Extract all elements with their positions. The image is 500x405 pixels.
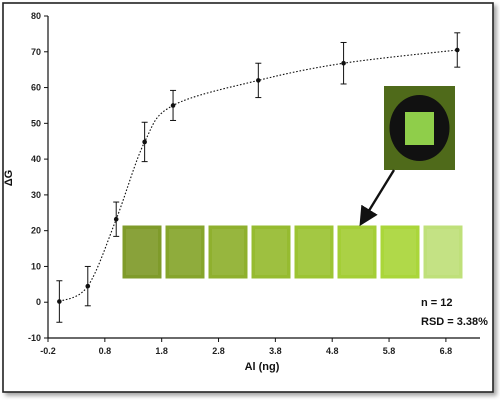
data-points [56,32,461,323]
y-tick-label: 40 [31,154,41,164]
color-strip-swatch-sheen [341,229,373,275]
y-tick-label: 0 [36,297,41,307]
n-annotation: n = 12 [421,297,453,309]
y-tick-label: 80 [31,11,41,21]
color-strip-swatch [164,224,206,280]
color-strip-swatch [336,224,378,280]
color-strip-swatch-sheen [169,229,201,275]
zoom-inset-center [405,112,434,145]
x-tick-label: 0.8 [99,346,112,356]
data-point [170,103,176,108]
data-point [85,283,91,289]
x-tick-label: 1.8 [155,346,168,356]
x-tick-label: 6.8 [440,346,453,356]
x-tick-label: 4.8 [326,346,339,356]
data-point [57,299,62,304]
color-strip-swatch [207,224,249,280]
y-tick-label: 60 [31,83,41,93]
color-strip-swatch-sheen [126,229,158,275]
figure-border [2,2,494,393]
y-tick-label: 30 [31,190,41,200]
axes [47,16,480,339]
color-strip-swatch [250,224,292,280]
y-axis-label: ΔG [3,170,15,186]
y-tick-label: -10 [28,333,41,343]
color-strip-swatch-sheen [255,229,287,275]
y-tick-label: 10 [31,261,41,271]
color-strip-inset [121,224,464,280]
color-strip-swatch [121,224,163,280]
y-axis-ticks: -10 0 10 20 30 40 50 60 70 80 [28,11,48,343]
data-point [256,78,261,83]
color-strip-swatch-sheen [212,229,244,275]
data-point [341,60,346,66]
x-tick-label: 5.8 [383,346,396,356]
y-tick-label: 70 [31,47,41,57]
color-strip-swatch-sheen [384,229,416,275]
data-point [454,47,460,53]
x-tick-label: -0.2 [40,346,56,356]
data-point [113,216,119,222]
x-tick-label: 2.8 [212,346,225,356]
x-axis-label: Al (ng) [245,361,280,373]
x-axis-ticks: -0.2 0.8 1.8 2.8 3.8 4.8 5.8 6.8 [40,338,452,356]
color-strip-swatch [422,224,464,280]
y-tick-label: 50 [31,118,41,128]
zoom-inset [359,86,455,227]
rsd-annotation: RSD = 3.38% [421,316,488,328]
zoom-pointer-arrow [359,169,396,227]
x-tick-label: 3.8 [269,346,282,356]
color-strip-swatch-sheen [427,229,459,275]
data-point [142,139,147,145]
color-strip-swatch-sheen [298,229,330,275]
color-strip-swatch [379,224,421,280]
y-tick-label: 20 [31,226,41,236]
color-strip-swatch [293,224,335,280]
